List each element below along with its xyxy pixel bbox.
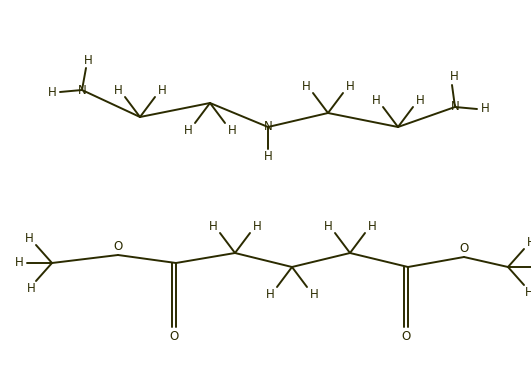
Text: N: N: [78, 84, 87, 97]
Text: H: H: [15, 256, 23, 270]
Text: H: H: [184, 124, 192, 137]
Text: H: H: [266, 288, 275, 301]
Text: H: H: [253, 219, 261, 233]
Text: N: N: [451, 100, 459, 114]
Text: H: H: [48, 85, 56, 99]
Text: O: O: [169, 330, 178, 343]
Text: O: O: [401, 330, 410, 343]
Text: H: H: [24, 231, 33, 244]
Text: H: H: [527, 236, 531, 248]
Text: H: H: [158, 84, 166, 97]
Text: H: H: [263, 151, 272, 164]
Text: H: H: [346, 79, 354, 92]
Text: H: H: [525, 286, 531, 300]
Text: H: H: [302, 79, 311, 92]
Text: H: H: [372, 94, 380, 107]
Text: H: H: [481, 102, 490, 116]
Text: H: H: [114, 84, 122, 97]
Text: H: H: [310, 288, 319, 301]
Text: H: H: [83, 54, 92, 67]
Text: H: H: [27, 283, 36, 296]
Text: H: H: [367, 219, 376, 233]
Text: H: H: [450, 70, 458, 84]
Text: N: N: [263, 121, 272, 134]
Text: H: H: [323, 219, 332, 233]
Text: O: O: [459, 243, 469, 256]
Text: H: H: [228, 124, 236, 137]
Text: H: H: [209, 219, 217, 233]
Text: O: O: [114, 241, 123, 253]
Text: H: H: [416, 94, 424, 107]
